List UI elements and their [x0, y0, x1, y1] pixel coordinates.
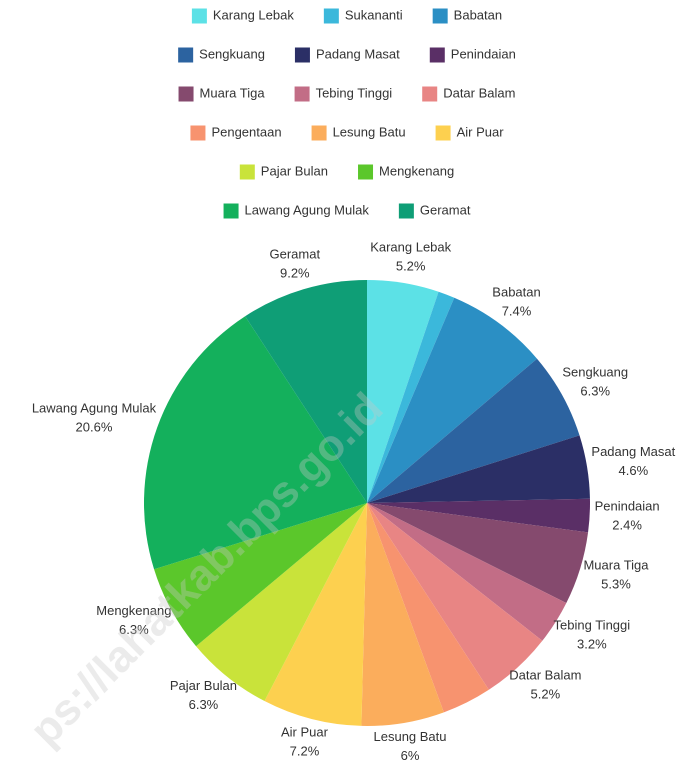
legend-row: Pengentaan Lesung Batu Air Puar: [190, 124, 505, 141]
slice-value-label: 6%: [401, 748, 420, 763]
legend-swatch: [190, 125, 206, 141]
slice-value-label: 2.4%: [612, 517, 642, 532]
slice-label: Karang Lebak: [370, 240, 451, 255]
slice-value-label: 6.3%: [189, 697, 219, 712]
legend-label: Air Puar: [457, 124, 505, 139]
legend-label: Karang Lebak: [213, 7, 294, 22]
pie-slice: [245, 280, 367, 503]
slice-value-label: 4.6%: [619, 463, 649, 478]
slice-label: Lesung Batu: [374, 729, 447, 744]
pie-slice: [196, 503, 367, 702]
pie-slice: [154, 503, 367, 647]
slice-value-label: 7.2%: [290, 744, 320, 759]
legend-label: Pajar Bulan: [261, 163, 328, 178]
pie-slice: [361, 503, 444, 726]
slice-label: Lawang Agung Mulak: [32, 400, 157, 415]
legend-swatch: [323, 8, 339, 24]
legend-label: Sengkuang: [199, 46, 265, 61]
legend-swatch: [432, 8, 448, 24]
pie-slice: [367, 297, 538, 503]
slice-label: Air Puar: [281, 725, 329, 740]
slice-label: Geramat: [270, 247, 321, 262]
slice-value-label: 6.3%: [580, 383, 610, 398]
legend-label: Mengkenang: [379, 163, 454, 178]
pie-slice: [143, 316, 367, 570]
legend-swatch: [178, 86, 194, 102]
legend-label: Padang Masat: [316, 46, 400, 61]
slice-value-label: 5.3%: [601, 576, 631, 591]
slice-label: Padang Masat: [591, 444, 675, 459]
legend-swatch: [178, 47, 194, 63]
legend-label: Geramat: [420, 202, 471, 217]
legend-swatch: [294, 47, 310, 63]
legend-label: Lesung Batu: [333, 124, 406, 139]
pie-slice: [367, 498, 590, 533]
pie-slice: [264, 503, 367, 726]
pie-slice: [367, 291, 455, 503]
legend-row: Lawang Agung Mulak Geramat: [223, 202, 471, 219]
slice-label: Pajar Bulan: [170, 678, 237, 693]
slice-value-label: 5.2%: [531, 686, 561, 701]
pie-slice: [367, 435, 590, 503]
legend-row: Muara Tiga Tebing Tinggi Datar Balam: [178, 85, 515, 102]
legend-row: Karang Lebak Sukananti Babatan: [191, 7, 502, 24]
legend-swatch: [435, 125, 451, 141]
legend-swatch: [429, 47, 445, 63]
legend-swatch: [294, 86, 310, 102]
legend-label: Muara Tiga: [200, 85, 266, 100]
pie-slice: [367, 503, 567, 641]
slice-value-label: 20.6%: [76, 419, 113, 434]
slice-value-label: 5.2%: [396, 259, 426, 274]
slice-value-label: 6.3%: [119, 622, 149, 637]
pie-slice: [367, 280, 439, 503]
legend-row: Pajar Bulan Mengkenang: [239, 163, 454, 180]
legend-label: Datar Balam: [443, 85, 515, 100]
legend-swatch: [311, 125, 327, 141]
legend-label: Sukananti: [345, 7, 403, 22]
pie-slice: [367, 503, 589, 603]
pie-slice: [367, 503, 543, 690]
legend-swatch: [422, 86, 438, 102]
slice-value-label: 7.4%: [502, 304, 532, 319]
legend-swatch: [191, 8, 207, 24]
slice-value-label: 9.2%: [280, 266, 310, 281]
legend-row: Sengkuang Padang Masat Penindaian: [178, 46, 516, 63]
legend-swatch: [398, 203, 414, 219]
legend-label: Babatan: [454, 7, 502, 22]
slice-value-label: 3.2%: [577, 636, 607, 651]
slice-label: Sengkuang: [562, 364, 628, 379]
slice-label: Penindaian: [595, 498, 660, 513]
legend-label: Pengentaan: [211, 124, 281, 139]
legend-label: Penindaian: [451, 46, 516, 61]
pie-slice: [367, 503, 489, 713]
slice-label: Datar Balam: [509, 667, 581, 682]
slice-label: Tebing Tinggi: [554, 617, 631, 632]
pie-slice: [367, 358, 580, 503]
slice-label: Mengkenang: [96, 603, 171, 618]
slice-label: Muara Tiga: [583, 557, 649, 572]
legend-label: Tebing Tinggi: [316, 85, 393, 100]
slice-label: Babatan: [492, 285, 540, 300]
legend-swatch: [223, 203, 239, 219]
legend-swatch: [358, 164, 374, 180]
legend-swatch: [239, 164, 255, 180]
legend-label: Lawang Agung Mulak: [245, 202, 370, 217]
